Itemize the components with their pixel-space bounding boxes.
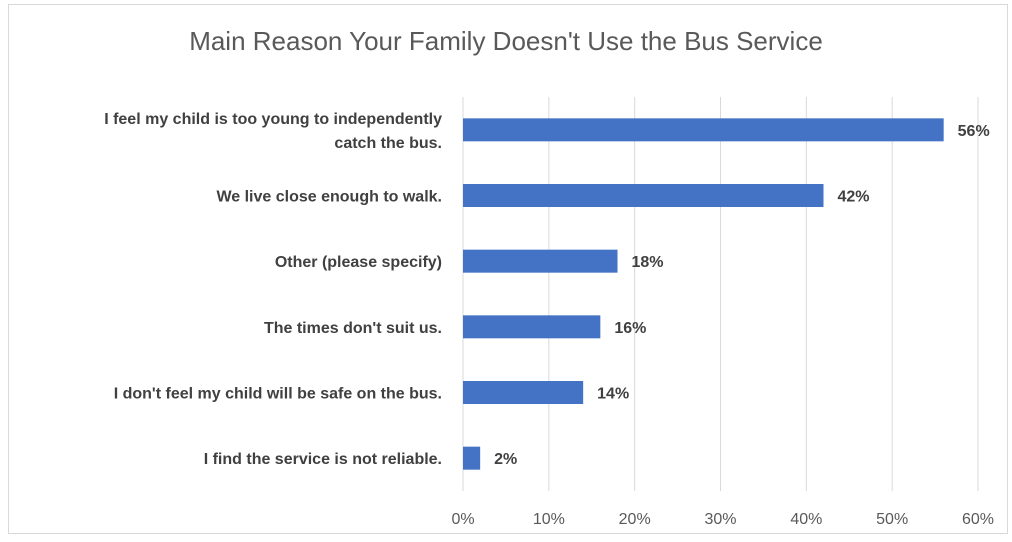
bar bbox=[463, 446, 481, 470]
x-tick-label: 30% bbox=[704, 511, 736, 528]
x-tick-labels: 0% 10% 20% 30% 40% 50% 60% bbox=[451, 511, 994, 528]
value-labels: 56% 42% 18% 16% 14% 2% bbox=[494, 123, 990, 468]
bar bbox=[463, 249, 618, 273]
bar bbox=[463, 381, 584, 404]
category-label: I feel my child is too young to independ… bbox=[104, 111, 442, 152]
bar bbox=[463, 118, 944, 142]
data-label: 18% bbox=[632, 254, 664, 271]
x-tick-label: 40% bbox=[790, 511, 822, 528]
category-labels: I feel my child is too young to independ… bbox=[104, 111, 442, 468]
bar bbox=[463, 315, 601, 339]
category-label: I find the service is not reliable. bbox=[204, 451, 442, 468]
category-label: We live close enough to walk. bbox=[216, 189, 442, 206]
bar bbox=[463, 184, 824, 207]
gridlines bbox=[462, 97, 979, 491]
data-label: 2% bbox=[494, 451, 517, 468]
bars bbox=[463, 118, 944, 470]
category-label: I don't feel my child will be safe on th… bbox=[114, 386, 442, 403]
data-label: 42% bbox=[838, 189, 870, 206]
category-label: The times don't suit us. bbox=[264, 320, 442, 337]
data-label: 56% bbox=[958, 123, 990, 140]
data-label: 16% bbox=[614, 320, 646, 337]
chart-title: Main Reason Your Family Doesn't Use the … bbox=[189, 26, 823, 56]
x-tick-label: 10% bbox=[533, 511, 565, 528]
category-label: Other (please specify) bbox=[275, 254, 442, 271]
data-label: 14% bbox=[597, 386, 629, 403]
x-tick-label: 20% bbox=[619, 511, 651, 528]
x-tick-label: 60% bbox=[962, 511, 994, 528]
x-tick-label: 0% bbox=[451, 511, 474, 528]
x-tick-label: 50% bbox=[876, 511, 908, 528]
